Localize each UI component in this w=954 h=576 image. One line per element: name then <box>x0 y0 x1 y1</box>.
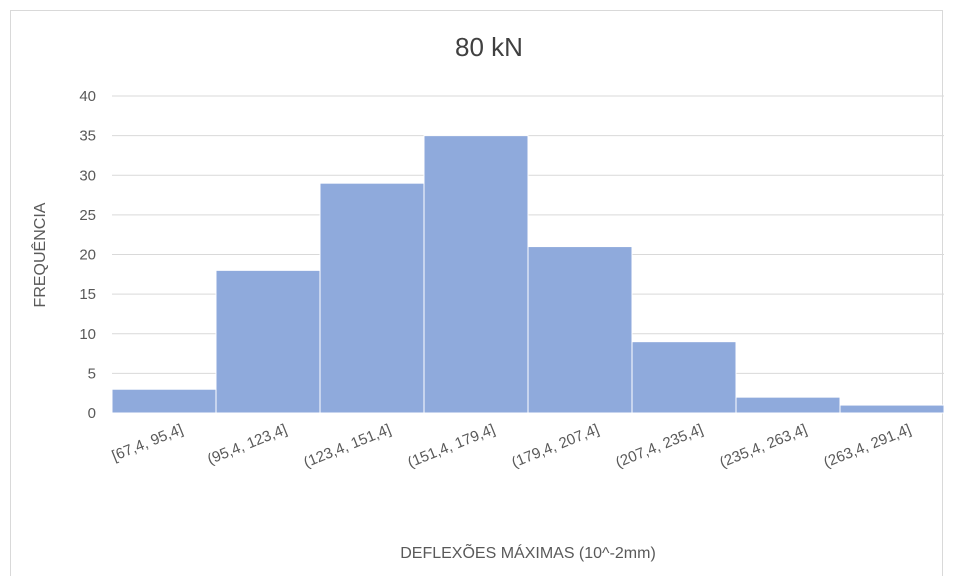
y-tick-label: 20 <box>79 247 96 264</box>
histogram-bar <box>735 396 841 414</box>
x-tick-label: [67,4, 95,4] <box>110 421 186 465</box>
y-tick-label: 30 <box>79 167 96 184</box>
histogram-bar <box>215 269 321 414</box>
x-tick-label: (263,4, 291,4] <box>821 421 913 471</box>
x-tick-label: (95,4, 123,4] <box>205 421 289 468</box>
y-tick-labels: 0 5 10 15 20 25 30 35 40 <box>79 88 96 422</box>
bars <box>111 135 945 414</box>
histogram-bar <box>111 388 217 414</box>
chart-title: 80 kN <box>455 32 523 62</box>
x-tick-label: (179,4, 207,4] <box>509 421 601 471</box>
histogram-bar <box>839 404 945 414</box>
x-tick-label: (151,4, 179,4] <box>405 421 497 471</box>
x-tick-label: (235,4, 263,4] <box>717 421 809 471</box>
x-axis-title: DEFLEXÕES MÁXIMAS (10^-2mm) <box>400 542 656 562</box>
histogram-bar <box>319 182 425 414</box>
y-axis-title: FREQUÊNCIA <box>30 202 49 307</box>
histogram-bar <box>527 246 633 414</box>
y-tick-label: 25 <box>79 207 96 224</box>
y-tick-label: 35 <box>79 128 96 145</box>
histogram-bar <box>423 135 529 414</box>
y-tick-label: 15 <box>79 286 96 303</box>
y-tick-label: 10 <box>79 326 96 343</box>
histogram-bar <box>631 341 737 414</box>
x-tick-label: (123,4, 151,4] <box>301 421 393 471</box>
x-tick-labels: [67,4, 95,4] (95,4, 123,4] (123,4, 151,4](… <box>110 421 914 471</box>
y-tick-label: 40 <box>79 88 96 105</box>
y-tick-label: 5 <box>88 365 96 382</box>
x-tick-label: (207,4, 235,4] <box>613 421 705 471</box>
y-tick-label: 0 <box>88 405 96 422</box>
